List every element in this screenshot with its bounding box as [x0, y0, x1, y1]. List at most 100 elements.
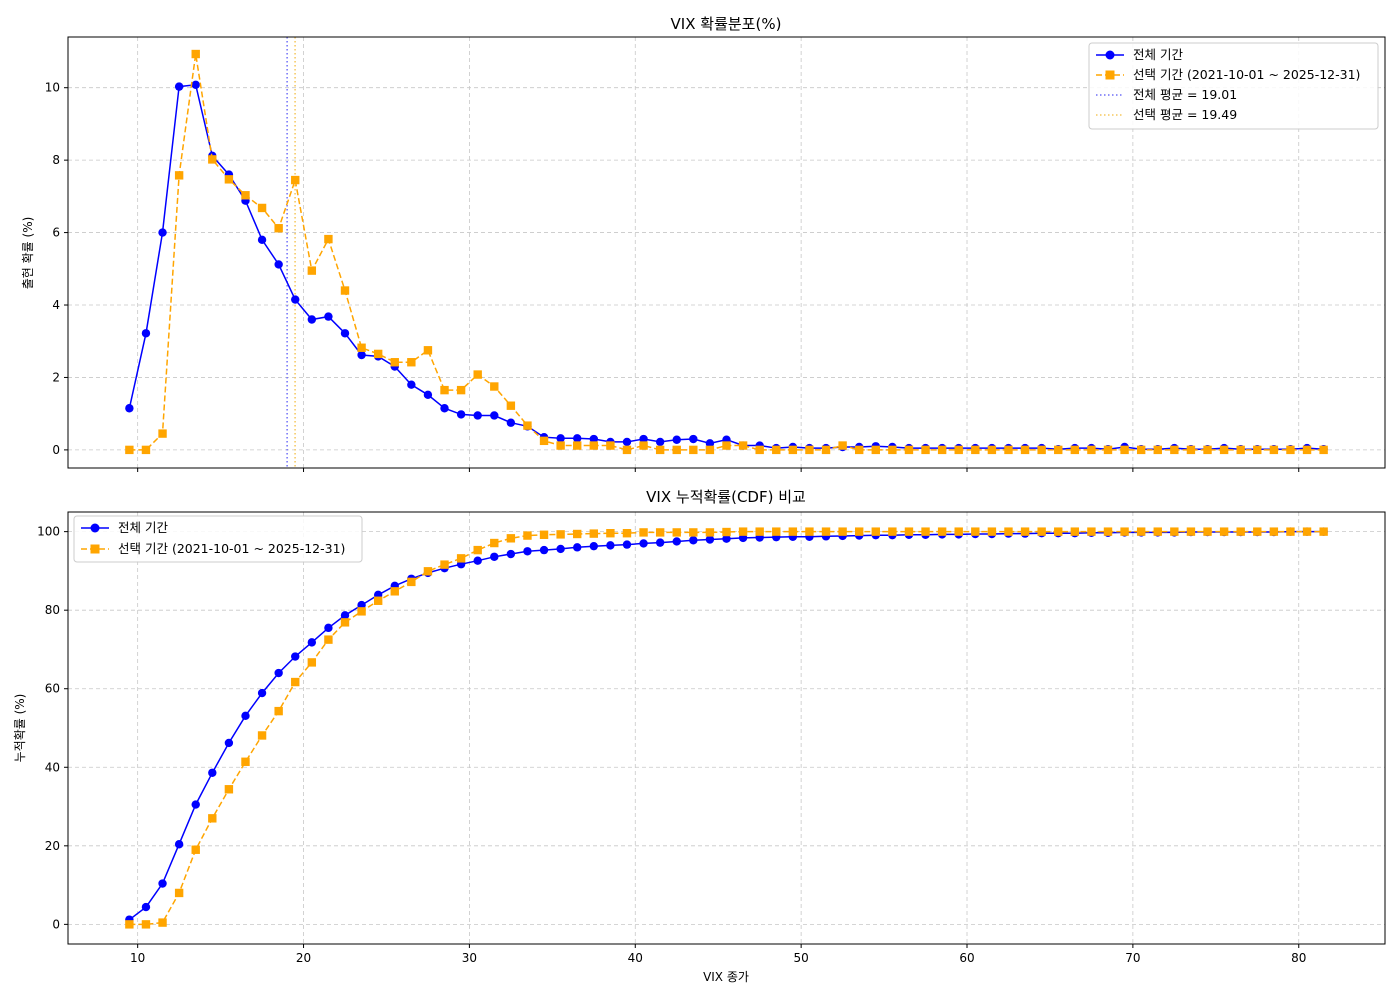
data-point-all	[291, 652, 300, 661]
data-point-selected	[1070, 527, 1080, 536]
pdf-y-ticks: 0 2 4 6 8 10	[45, 81, 68, 457]
data-point-selected	[722, 527, 731, 537]
data-point-selected	[1087, 527, 1096, 536]
data-point-selected	[937, 527, 947, 536]
data-point-all	[556, 544, 565, 554]
data-point-selected	[1253, 445, 1262, 455]
cdf-legend-label-all: 전체 기간	[118, 520, 168, 535]
data-point-selected	[1170, 527, 1179, 536]
pdf-legend-label-all: 전체 기간	[1133, 47, 1183, 62]
data-point-selected	[1219, 445, 1229, 455]
data-point-selected	[473, 370, 482, 379]
data-point-selected	[772, 445, 781, 455]
data-point-selected	[622, 445, 632, 455]
data-point-selected	[208, 155, 217, 164]
data-point-selected	[1120, 445, 1129, 455]
data-point-all	[324, 312, 333, 321]
data-point-all	[655, 538, 665, 547]
data-point-selected	[556, 441, 565, 450]
pdf-y-axis-label: 출현 확률 (%)	[21, 217, 35, 290]
cdf-y-ticks: 0 20 40 60 80 100	[37, 525, 68, 931]
data-point-selected	[556, 530, 565, 539]
data-point-selected	[904, 527, 914, 536]
y-tick-label: 60	[45, 682, 60, 696]
cdf-chart-title: VIX 누적확률(CDF) 비교	[646, 488, 806, 506]
data-point-selected	[506, 534, 516, 543]
cdf-legend: 전체 기간 선택 기간 (2021-10-01 ~ 2025-12-31)	[73, 515, 363, 563]
y-tick-label: 6	[52, 226, 60, 240]
data-point-selected	[987, 527, 997, 536]
data-point-all	[257, 688, 267, 698]
data-point-selected	[1136, 445, 1146, 455]
data-point-all	[440, 404, 449, 413]
data-point-selected	[1120, 527, 1129, 536]
data-point-selected	[937, 445, 947, 455]
data-point-all	[490, 411, 499, 420]
data-point-selected	[1286, 527, 1295, 536]
data-point-all	[622, 540, 632, 549]
data-point-selected	[655, 528, 665, 537]
data-point-selected	[274, 706, 283, 716]
data-point-all	[539, 545, 549, 555]
data-point-all	[722, 534, 731, 543]
data-point-all	[257, 235, 267, 245]
data-point-all	[672, 537, 681, 546]
data-point-selected	[191, 49, 200, 59]
pdf-legend-label-selected-mean: 선택 평균 = 19.49	[1133, 107, 1237, 122]
data-point-selected	[1103, 445, 1113, 455]
legend-marker-all	[1105, 50, 1115, 60]
data-point-selected	[174, 171, 184, 180]
data-point-selected	[655, 445, 665, 455]
data-point-selected	[539, 530, 549, 539]
data-point-all	[705, 535, 715, 544]
data-point-all	[589, 434, 599, 444]
data-point-selected	[1302, 527, 1312, 536]
pdf-legend-label-selected: 선택 기간 (2021-10-01 ~ 2025-12-31)	[1133, 67, 1360, 82]
data-point-selected	[407, 577, 416, 587]
data-point-selected	[1319, 527, 1328, 536]
data-point-selected	[722, 441, 731, 450]
data-point-all	[573, 434, 582, 443]
data-point-selected	[772, 527, 781, 536]
data-point-all	[307, 315, 317, 324]
pdf-panel: VIX 확률분포(%) 출현 확률 (%) 0 2 4 6 8 10 전체 기간 선택 기…	[21, 15, 1386, 472]
data-point-selected	[954, 527, 963, 536]
y-tick-label: 10	[45, 81, 60, 95]
y-tick-label: 20	[45, 839, 60, 853]
legend-marker-all	[90, 523, 100, 533]
data-point-selected	[490, 382, 499, 391]
data-point-selected	[672, 528, 681, 537]
data-point-selected	[589, 441, 599, 450]
data-point-selected	[208, 814, 217, 823]
data-point-selected	[1269, 445, 1279, 455]
cdf-panel: VIX 누적확률(CDF) 비교 누적확률 (%) VIX 종가 0 20 40 60…	[13, 488, 1386, 984]
pdf-legend: 전체 기간 선택 기간 (2021-10-01 ~ 2025-12-31) 전체…	[1088, 42, 1379, 130]
data-point-selected	[1170, 445, 1179, 455]
data-point-selected	[506, 401, 516, 410]
data-point-all	[324, 623, 333, 633]
data-point-selected	[407, 358, 416, 367]
data-point-selected	[357, 607, 366, 616]
data-point-selected	[738, 527, 748, 536]
data-point-selected	[639, 441, 648, 450]
pdf-legend-box	[1088, 42, 1379, 130]
data-point-all	[672, 435, 681, 444]
data-point-selected	[291, 175, 300, 185]
data-point-all	[241, 711, 250, 721]
data-point-selected	[1153, 445, 1162, 455]
data-point-all	[191, 800, 200, 809]
cdf-series	[125, 527, 1328, 929]
data-point-selected	[755, 445, 764, 455]
data-point-all	[506, 549, 516, 559]
data-point-selected	[971, 527, 980, 536]
cdf-legend-box	[73, 515, 363, 563]
data-point-selected	[125, 920, 134, 929]
data-point-selected	[1236, 527, 1245, 536]
data-point-selected	[456, 385, 466, 395]
data-point-selected	[788, 527, 798, 536]
data-point-selected	[523, 421, 532, 430]
data-point-all	[689, 434, 698, 444]
data-point-all	[655, 437, 665, 447]
cdf-x-ticks: 10 20 30 40 50 60 70 80	[130, 944, 1306, 965]
y-tick-label: 80	[45, 603, 60, 617]
